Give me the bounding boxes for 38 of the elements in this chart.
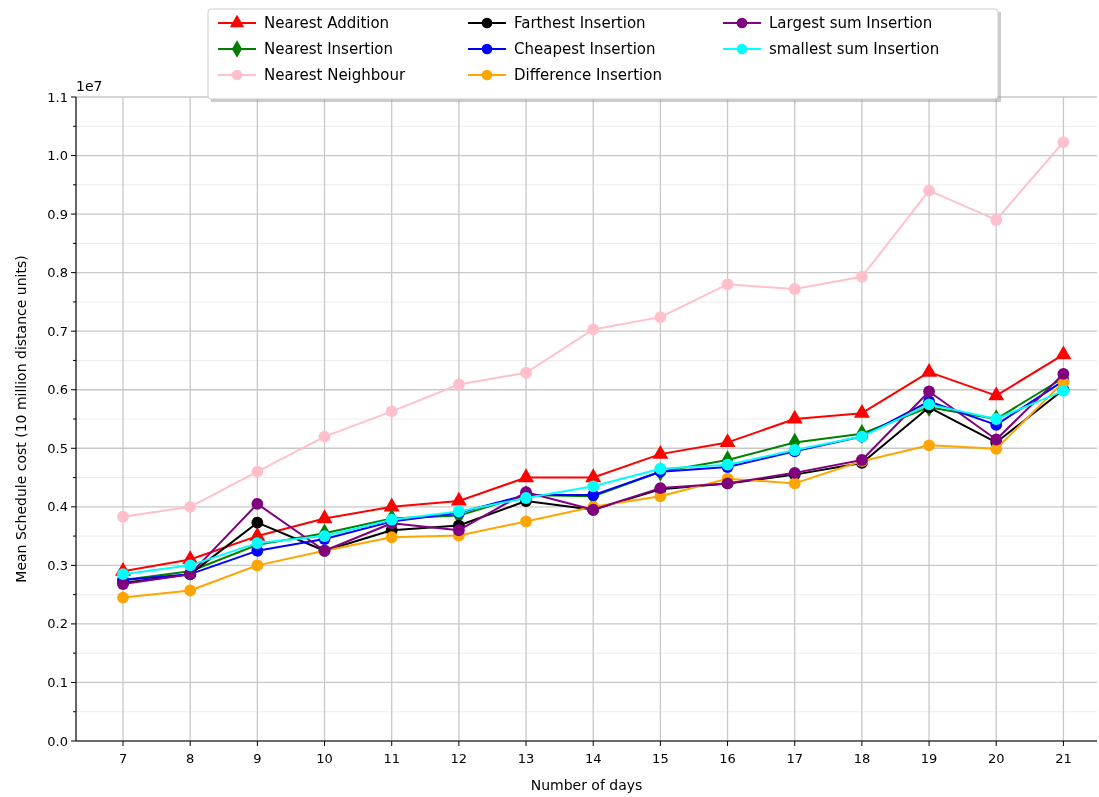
legend-label: Nearest Insertion bbox=[264, 40, 394, 59]
legend-label: Largest sum Insertion bbox=[769, 14, 933, 33]
legend-label: Nearest Neighbour bbox=[264, 66, 407, 85]
y-tick-label: 1.0 bbox=[47, 148, 68, 164]
x-tick-label: 8 bbox=[186, 751, 195, 766]
x-tick-label: 7 bbox=[118, 751, 128, 766]
y-tick-label: 0.4 bbox=[47, 499, 68, 515]
y-tick-label: 0.8 bbox=[47, 265, 68, 281]
y-tick-label: 0.9 bbox=[47, 206, 68, 222]
legend-label: Nearest Addition bbox=[264, 14, 390, 33]
x-tick-label: 14 bbox=[584, 751, 602, 766]
x-tick-label: 18 bbox=[853, 751, 871, 766]
x-tick-label: 9 bbox=[253, 751, 262, 766]
legend-label: Difference Insertion bbox=[514, 66, 662, 85]
y-axis-title: Mean Schedule cost (10 million distance units) bbox=[13, 255, 29, 583]
y-tick-label: 1.1 bbox=[47, 89, 68, 105]
y-tick-label: 0.0 bbox=[47, 733, 68, 749]
y-tick-label: 0.3 bbox=[47, 557, 68, 573]
x-tick-label: 19 bbox=[920, 751, 938, 766]
y-tick-label: 0.1 bbox=[47, 675, 68, 690]
x-tick-label: 11 bbox=[383, 751, 400, 766]
x-tick-label: 12 bbox=[450, 751, 468, 766]
x-axis-title: Number of days bbox=[530, 777, 643, 793]
legend-label: Cheapest Insertion bbox=[514, 40, 656, 59]
x-tick-label: 13 bbox=[517, 751, 535, 766]
y-tick-label: 0.7 bbox=[47, 323, 68, 339]
x-tick-label: 21 bbox=[1055, 751, 1072, 766]
legend-label: Farthest Insertion bbox=[514, 14, 646, 33]
x-tick-label: 16 bbox=[719, 751, 736, 766]
x-tick-label: 10 bbox=[316, 751, 333, 766]
legend-label: smallest sum Insertion bbox=[769, 40, 940, 59]
x-tick-label: 17 bbox=[786, 751, 803, 766]
y-tick-label: 0.5 bbox=[47, 440, 68, 456]
x-tick-label: 15 bbox=[652, 751, 669, 766]
y-tick-label: 0.6 bbox=[47, 382, 68, 398]
y-tick-label: 0.2 bbox=[47, 616, 68, 632]
x-tick-label: 20 bbox=[987, 751, 1005, 766]
text: 1e7 bbox=[76, 78, 103, 94]
